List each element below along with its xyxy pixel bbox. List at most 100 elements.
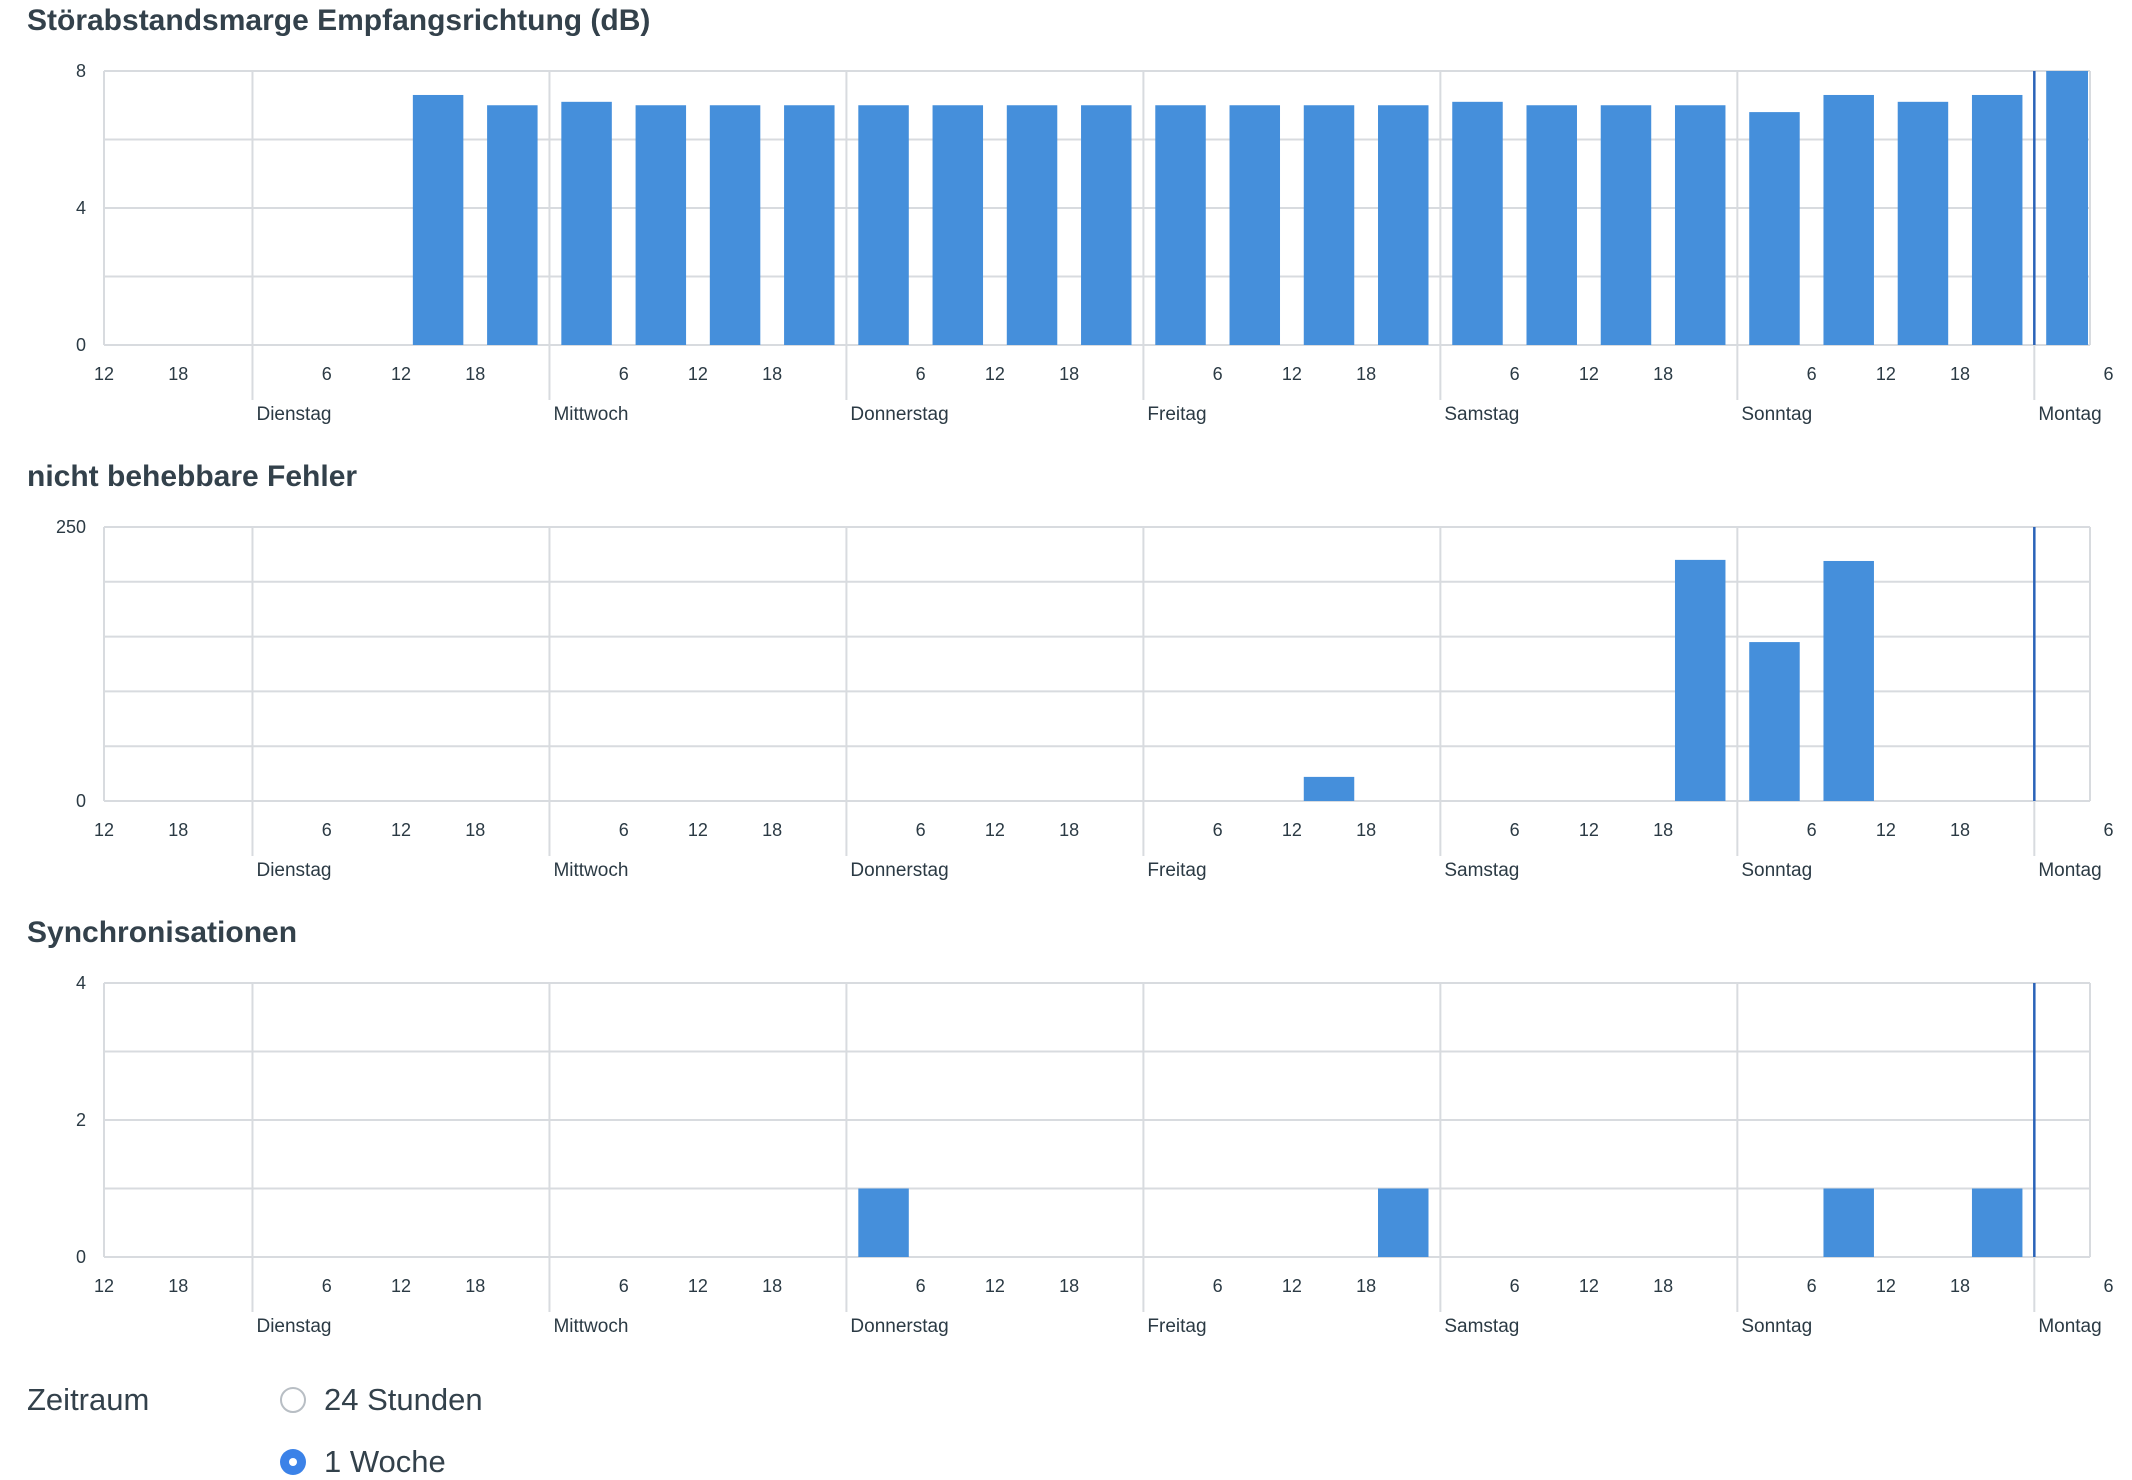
x-tick-label: 6 <box>1510 820 1520 840</box>
x-tick-label: 6 <box>2104 820 2114 840</box>
bar <box>858 1188 909 1257</box>
day-label: Dienstag <box>256 1316 331 1337</box>
y-tick-label: 250 <box>56 517 86 537</box>
x-tick-label: 12 <box>1579 364 1599 384</box>
x-tick-label: 6 <box>619 1276 629 1296</box>
radio-1-woche[interactable] <box>280 1449 306 1475</box>
x-tick-label: 18 <box>168 364 188 384</box>
day-label: Donnerstag <box>850 404 948 425</box>
day-label: Mittwoch <box>553 1316 628 1337</box>
bar <box>1081 105 1132 345</box>
bar <box>1823 94 1874 345</box>
day-label: Freitag <box>1147 404 1206 425</box>
day-label: Dienstag <box>256 860 331 881</box>
y-tick-label: 2 <box>76 1110 86 1130</box>
bar <box>1823 1188 1874 1257</box>
x-tick-label: 18 <box>762 820 782 840</box>
x-tick-label: 12 <box>1876 820 1896 840</box>
x-tick-label: 6 <box>1807 1276 1817 1296</box>
chart-section-nicht-behebbare-fehler: nicht behebbare Fehler Dienstag Mittwoch D… <box>0 460 2132 900</box>
chart-title: nicht behebbare Fehler <box>27 460 358 493</box>
zeitraum-label: Zeitraum <box>27 1382 150 1417</box>
x-tick-label: 12 <box>1579 820 1599 840</box>
x-tick-label: 12 <box>94 1276 114 1296</box>
bar <box>932 105 984 345</box>
x-tick-label: 12 <box>1876 1276 1896 1296</box>
bar <box>1674 105 1726 345</box>
radio-label-24-stunden: 24 Stunden <box>324 1382 483 1417</box>
bar <box>561 101 612 345</box>
x-tick-label: 6 <box>1510 364 1520 384</box>
x-tick-label: 12 <box>94 820 114 840</box>
x-tick-label: 18 <box>1059 1276 1079 1296</box>
day-label: Samstag <box>1444 1316 1519 1337</box>
chart-section-stoerabstandsmarge: Störabstandsmarge Empfangsrichtung (dB) … <box>0 4 2132 444</box>
x-tick-label: 6 <box>916 1276 926 1296</box>
x-tick-label: 12 <box>1282 364 1302 384</box>
x-tick-label: 18 <box>1059 820 1079 840</box>
day-label: Sonntag <box>1741 860 1812 881</box>
bar <box>1897 101 1949 345</box>
day-label: Mittwoch <box>553 860 628 881</box>
x-tick-label: 18 <box>762 1276 782 1296</box>
radio-option-24-stunden[interactable]: 24 Stunden <box>280 1382 483 1418</box>
bar <box>1303 776 1355 801</box>
x-tick-label: 18 <box>1356 820 1376 840</box>
day-label: Sonntag <box>1741 404 1812 425</box>
x-tick-label: 6 <box>322 364 332 384</box>
day-label: Mittwoch <box>553 404 628 425</box>
x-tick-label: 6 <box>1213 364 1223 384</box>
y-tick-label: 8 <box>76 61 86 81</box>
bar <box>1600 105 1652 345</box>
x-tick-label: 12 <box>688 364 708 384</box>
x-tick-label: 6 <box>1807 820 1817 840</box>
x-tick-label: 18 <box>1653 364 1673 384</box>
day-label: Samstag <box>1444 860 1519 881</box>
day-label: Montag <box>2038 860 2101 881</box>
x-tick-label: 6 <box>1807 364 1817 384</box>
x-tick-label: 12 <box>1282 1276 1302 1296</box>
x-tick-label: 6 <box>2104 364 2114 384</box>
stoerabstandsmarge-chart: Dienstag Mittwoch Donnerstag Freitag Samstag… <box>76 61 2114 425</box>
bar <box>1823 560 1874 801</box>
day-label: Sonntag <box>1741 1316 1812 1337</box>
x-tick-label: 12 <box>94 364 114 384</box>
chart-title: Störabstandsmarge Empfangsrichtung (dB) <box>27 4 651 37</box>
nicht-behebbare-fehler-chart: Dienstag Mittwoch Donnerstag Freitag Samstag… <box>56 517 2114 881</box>
x-tick-label: 18 <box>465 820 485 840</box>
x-tick-label: 12 <box>391 820 411 840</box>
x-tick-label: 12 <box>1876 364 1896 384</box>
x-tick-label: 12 <box>985 1276 1005 1296</box>
bar <box>1749 112 1800 345</box>
bar <box>635 105 687 345</box>
radio-24-stunden[interactable] <box>280 1387 306 1413</box>
bar <box>1155 105 1206 345</box>
y-tick-label: 0 <box>76 791 86 811</box>
day-label: Donnerstag <box>850 860 948 881</box>
x-tick-label: 18 <box>465 364 485 384</box>
day-label: Dienstag <box>256 404 331 425</box>
x-tick-label: 12 <box>688 820 708 840</box>
x-tick-label: 12 <box>1579 1276 1599 1296</box>
bar <box>1674 559 1726 801</box>
bar <box>1971 94 2023 345</box>
bar <box>1229 105 1281 345</box>
x-tick-label: 18 <box>168 1276 188 1296</box>
bar <box>1749 642 1800 801</box>
x-tick-label: 18 <box>168 820 188 840</box>
x-tick-label: 12 <box>391 364 411 384</box>
x-tick-label: 6 <box>1213 820 1223 840</box>
y-tick-label: 0 <box>76 1247 86 1267</box>
day-label: Freitag <box>1147 1316 1206 1337</box>
y-tick-label: 4 <box>76 198 86 218</box>
bar <box>1303 105 1355 345</box>
x-tick-label: 18 <box>1356 364 1376 384</box>
x-tick-label: 12 <box>688 1276 708 1296</box>
bar <box>858 105 909 345</box>
bar <box>1526 105 1577 345</box>
bar <box>1971 1188 2023 1257</box>
day-label: Freitag <box>1147 860 1206 881</box>
x-tick-label: 6 <box>322 820 332 840</box>
radio-option-1-woche[interactable]: 1 Woche <box>280 1444 446 1480</box>
x-tick-label: 18 <box>1653 820 1673 840</box>
